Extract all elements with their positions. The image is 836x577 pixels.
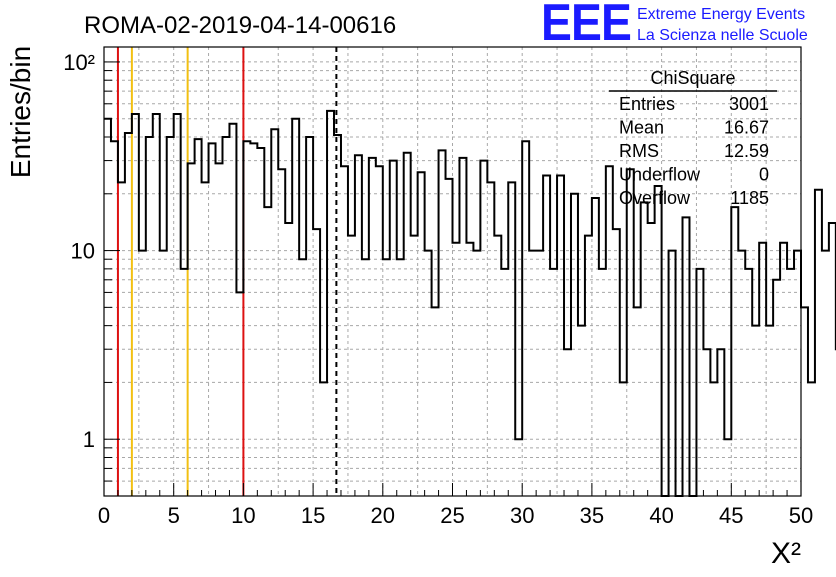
y-tick-label: 10² [63,50,95,75]
stats-label: Overflow [619,188,691,208]
grid-lines [104,47,801,496]
x-tick-label: 50 [789,503,813,528]
x-tick-label: 45 [719,503,743,528]
stats-box: ChiSquare Entries 3001 Mean 16.67 RMS 12.59 Un… [609,68,777,208]
histogram-outline [104,109,836,497]
y-tick-labels: 1 10 10² [63,50,95,452]
stats-value: 16.67 [724,118,769,138]
stats-label: Underflow [619,165,701,185]
logo-line-1: Extreme Energy Events [637,6,805,23]
x-tick-label: 35 [580,503,604,528]
eee-logo: EEE [541,0,631,52]
stats-label: RMS [619,141,659,161]
stats-value: 3001 [729,94,769,114]
x-tick-label: 20 [371,503,395,528]
axis-ticks [103,61,802,497]
y-tick-label: 1 [83,427,95,452]
x-tick-label: 15 [301,503,325,528]
x-tick-label: 5 [168,503,180,528]
stats-value: 0 [759,165,769,185]
x-tick-label: 40 [649,503,673,528]
y-tick-label: 10 [71,239,95,264]
x-tick-label: 25 [440,503,464,528]
run-title: ROMA-02-2019-04-14-00616 [84,12,396,39]
y-axis-label: Entries/bin [5,46,36,178]
stats-label: Entries [619,94,675,114]
stats-label: Mean [619,118,664,138]
x-tick-label: 30 [510,503,534,528]
logo-line-2: La Scienza nelle Scuole [637,27,808,44]
stats-rows: Entries 3001 Mean 16.67 RMS 12.59 Underflow 0 Ov… [619,94,769,208]
x-tick-label: 10 [231,503,255,528]
x-axis-label: X² [771,537,801,570]
x-tick-labels: 0 5 10 15 20 25 30 35 40 45 50 [98,503,813,528]
stats-title: ChiSquare [650,68,735,88]
stats-value: 12.59 [724,141,769,161]
stats-value: 1185 [730,188,769,208]
x-tick-label: 0 [98,503,110,528]
